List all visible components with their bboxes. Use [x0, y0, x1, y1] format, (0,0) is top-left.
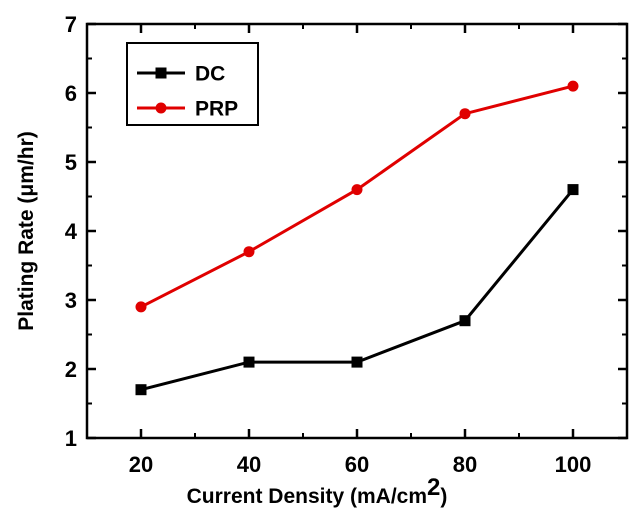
legend-label-prp: PRP [195, 98, 238, 121]
y-tick-label: 2 [65, 357, 77, 382]
x-tick-label: 60 [345, 452, 369, 477]
legend-marker-dc [155, 67, 167, 79]
x-axis-title: Current Density (mA/cm2) [187, 474, 448, 508]
x-axis-title-close: ) [440, 485, 447, 508]
legend-box [126, 42, 259, 126]
legend-marker-prp [155, 102, 167, 114]
x-tick-label: 40 [237, 452, 261, 477]
ticks-layer: 20 40 60 80 100 1 2 3 4 5 6 7 [65, 12, 627, 477]
x-tick-label: 100 [555, 452, 592, 477]
data-point-dc [351, 356, 363, 368]
x-tick-label: 80 [453, 452, 477, 477]
data-point-prp [459, 108, 471, 120]
data-point-prp [351, 184, 363, 196]
data-point-dc [567, 184, 579, 196]
legend: DC PRP [126, 42, 259, 126]
y-tick-label: 6 [65, 81, 77, 106]
x-axis-title-superscript: 2 [427, 474, 440, 501]
y-tick-label: 5 [65, 150, 77, 175]
legend-label-dc: DC [195, 63, 225, 86]
plot-frame [85, 22, 629, 440]
data-point-dc [135, 384, 147, 396]
y-axis-title: Plating Rate (μm/hr) [15, 131, 38, 331]
y-tick-label: 4 [65, 219, 78, 244]
data-point-prp [243, 246, 255, 258]
series-layer [135, 80, 579, 396]
y-tick-label: 7 [65, 12, 77, 37]
data-point-dc [459, 315, 471, 327]
y-tick-label: 3 [65, 288, 77, 313]
data-point-dc [243, 356, 255, 368]
y-tick-label: 1 [65, 426, 77, 451]
data-point-prp [135, 301, 147, 313]
x-tick-label: 20 [129, 452, 153, 477]
x-axis-title-main: Current Density (mA/cm [187, 485, 427, 508]
data-point-prp [567, 80, 579, 92]
